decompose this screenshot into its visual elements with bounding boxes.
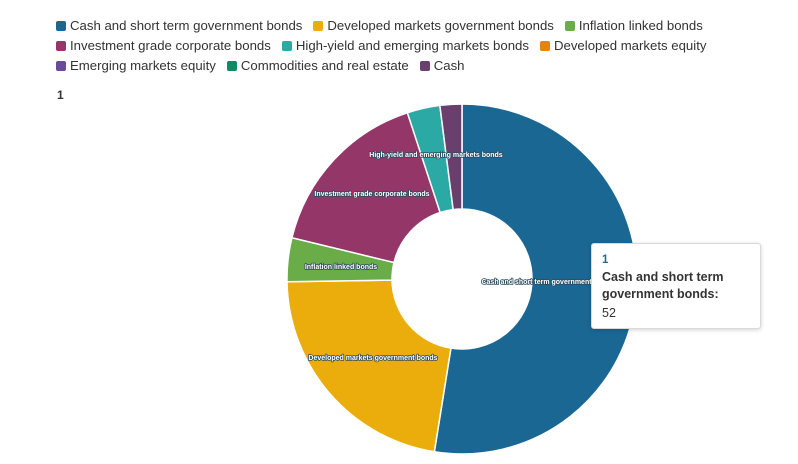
legend-swatch (56, 61, 66, 71)
slice-label: Investment grade corporate bonds (314, 191, 429, 198)
legend-swatch (56, 41, 66, 51)
slice-label: Cash and short term government bonds (481, 279, 614, 286)
tooltip-category: Cash and short term government bonds: (602, 270, 724, 301)
legend-label: Developed markets equity (553, 38, 707, 53)
legend-swatch (56, 21, 66, 31)
donut-slice[interactable] (433, 103, 638, 455)
chart-tooltip: 1 Cash and short term government bonds: … (591, 243, 761, 329)
series-label: 1 (57, 88, 64, 102)
legend-label: Cash and short term government bonds (70, 18, 303, 33)
legend-swatch (539, 41, 550, 51)
legend-item-commodities[interactable]: Commodities and real estate (226, 57, 409, 75)
legend-item-developed-gov-bonds[interactable]: Developed markets government bonds (313, 17, 554, 35)
slice-label: High-yield and emerging markets bonds (369, 152, 503, 159)
legend-label: Commodities and real estate (240, 58, 409, 73)
donut-slice[interactable] (439, 103, 463, 211)
slice-label: Inflation linked bonds (305, 264, 377, 271)
legend-swatch (564, 21, 575, 31)
legend-label: Cash (433, 58, 465, 73)
legend-item-investment-grade[interactable]: Investment grade corporate bonds (56, 37, 271, 55)
donut-slice[interactable] (286, 279, 452, 453)
legend-swatch (419, 61, 430, 71)
legend-item-inflation-linked[interactable]: Inflation linked bonds (564, 17, 703, 35)
legend-item-high-yield[interactable]: High-yield and emerging markets bonds (281, 37, 529, 55)
legend-swatch (281, 41, 292, 51)
legend-label: Developed markets government bonds (327, 18, 554, 33)
legend-label: Emerging markets equity (70, 58, 216, 73)
legend-item-cash[interactable]: Cash (419, 57, 465, 75)
donut-slice[interactable] (291, 111, 442, 264)
legend-label: Inflation linked bonds (578, 18, 703, 33)
legend-label: High-yield and emerging markets bonds (295, 38, 529, 53)
tooltip-value: 52 (602, 306, 616, 320)
legend-swatch (313, 21, 324, 31)
legend-item-emerging-equity[interactable]: Emerging markets equity (56, 57, 216, 75)
legend-item-developed-equity[interactable]: Developed markets equity (539, 37, 707, 55)
slice-label: Developed markets government bonds (308, 355, 437, 362)
legend-item-cash-short-term[interactable]: Cash and short term government bonds (56, 17, 302, 35)
tooltip-series: 1 (602, 254, 609, 266)
legend-swatch (226, 61, 237, 71)
legend-label: Investment grade corporate bonds (70, 38, 271, 53)
chart-legend: Cash and short term government bonds Dev… (56, 17, 756, 75)
